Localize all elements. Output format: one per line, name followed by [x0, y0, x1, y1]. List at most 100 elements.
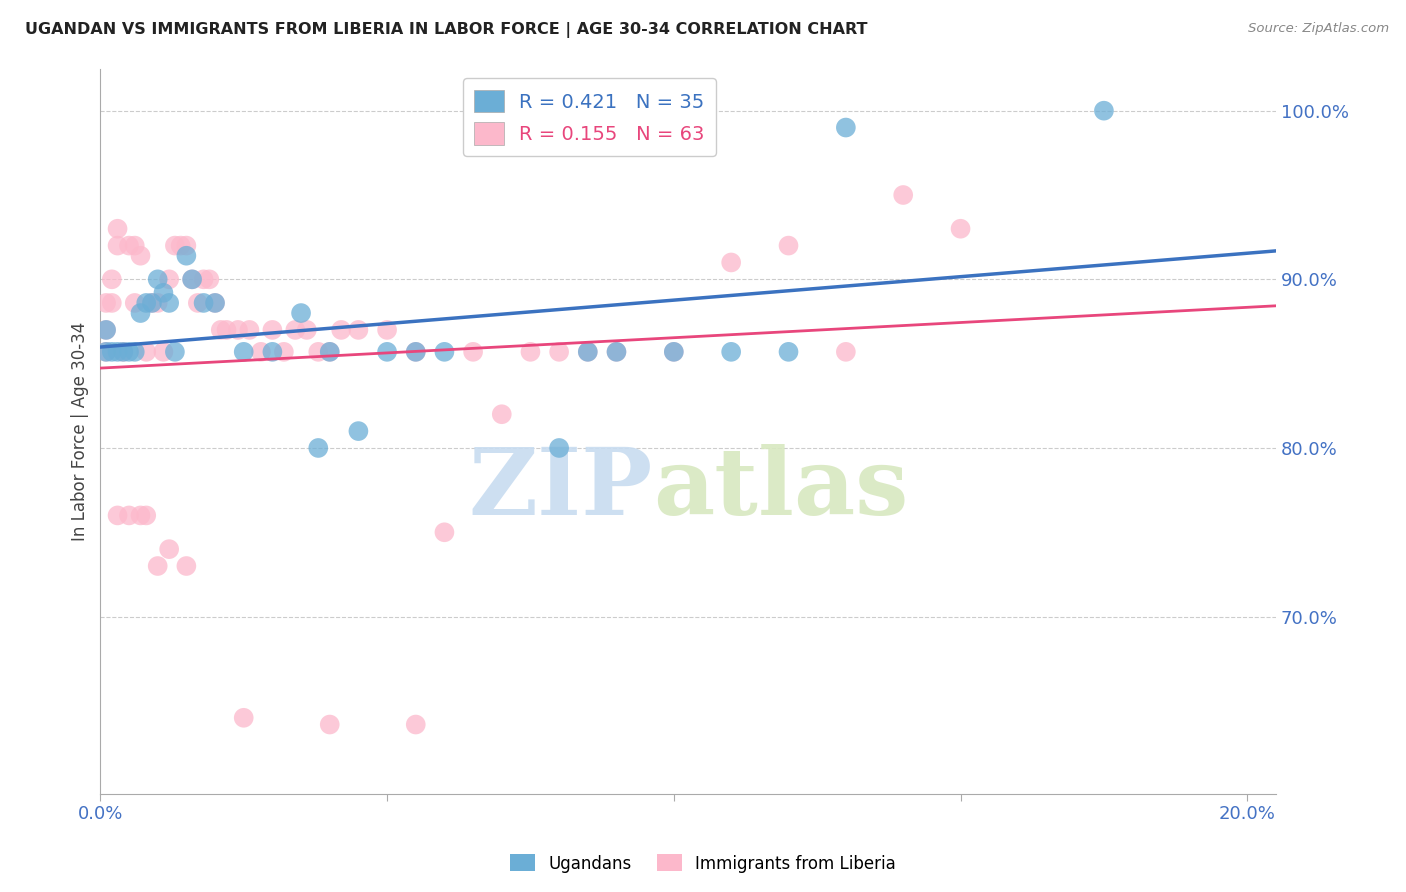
Point	[163, 238, 186, 252]
Point	[176, 238, 198, 252]
Point	[176, 249, 198, 263]
Point	[118, 344, 141, 359]
Point	[204, 296, 226, 310]
Point	[405, 717, 427, 731]
Point	[124, 296, 146, 310]
Point	[433, 525, 456, 540]
Point	[101, 272, 124, 286]
Point	[605, 344, 627, 359]
Point	[107, 221, 129, 235]
Point	[107, 508, 129, 523]
Point	[319, 344, 342, 359]
Point	[215, 323, 238, 337]
Point	[720, 255, 742, 269]
Point	[433, 344, 456, 359]
Legend: R = 0.421   N = 35, R = 0.155   N = 63: R = 0.421 N = 35, R = 0.155 N = 63	[463, 78, 716, 156]
Text: atlas: atlas	[652, 444, 908, 534]
Point	[135, 508, 157, 523]
Point	[176, 559, 198, 574]
Point	[284, 323, 307, 337]
Point	[146, 559, 169, 574]
Point	[662, 344, 685, 359]
Point	[181, 272, 204, 286]
Point	[193, 272, 215, 286]
Point	[94, 296, 117, 310]
Point	[135, 296, 157, 310]
Point	[169, 238, 191, 252]
Point	[290, 306, 312, 320]
Point	[204, 296, 226, 310]
Point	[107, 238, 129, 252]
Point	[519, 344, 541, 359]
Point	[461, 344, 484, 359]
Point	[491, 407, 513, 421]
Point	[307, 344, 329, 359]
Point	[94, 344, 117, 359]
Point	[118, 238, 141, 252]
Point	[307, 441, 329, 455]
Point	[232, 344, 254, 359]
Text: ZIP: ZIP	[468, 444, 652, 534]
Point	[250, 344, 273, 359]
Point	[135, 344, 157, 359]
Point	[124, 344, 146, 359]
Point	[112, 344, 135, 359]
Point	[405, 344, 427, 359]
Point	[548, 441, 571, 455]
Point	[273, 344, 295, 359]
Point	[94, 323, 117, 337]
Point	[891, 188, 914, 202]
Point	[146, 272, 169, 286]
Point	[319, 717, 342, 731]
Point	[94, 323, 117, 337]
Point	[101, 296, 124, 310]
Point	[605, 344, 627, 359]
Point	[576, 344, 599, 359]
Point	[209, 323, 232, 337]
Point	[198, 272, 221, 286]
Point	[129, 306, 152, 320]
Point	[193, 296, 215, 310]
Point	[107, 344, 129, 359]
Point	[778, 344, 800, 359]
Point	[835, 120, 858, 135]
Point	[835, 344, 858, 359]
Point	[141, 296, 163, 310]
Point	[181, 272, 204, 286]
Point	[187, 296, 209, 310]
Text: UGANDAN VS IMMIGRANTS FROM LIBERIA IN LABOR FORCE | AGE 30-34 CORRELATION CHART: UGANDAN VS IMMIGRANTS FROM LIBERIA IN LA…	[25, 22, 868, 38]
Point	[94, 344, 117, 359]
Text: Source: ZipAtlas.com: Source: ZipAtlas.com	[1249, 22, 1389, 36]
Point	[101, 344, 124, 359]
Point	[152, 344, 174, 359]
Point	[295, 323, 318, 337]
Point	[778, 238, 800, 252]
Point	[375, 323, 398, 337]
Point	[576, 344, 599, 359]
Point	[720, 344, 742, 359]
Point	[405, 344, 427, 359]
Point	[319, 344, 342, 359]
Point	[118, 508, 141, 523]
Point	[662, 344, 685, 359]
Point	[157, 272, 180, 286]
Point	[226, 323, 249, 337]
Point	[157, 542, 180, 557]
Point	[152, 285, 174, 300]
Point	[157, 296, 180, 310]
Point	[262, 323, 284, 337]
Point	[129, 249, 152, 263]
Point	[347, 323, 370, 337]
Point	[238, 323, 260, 337]
Point	[548, 344, 571, 359]
Y-axis label: In Labor Force | Age 30-34: In Labor Force | Age 30-34	[72, 321, 89, 541]
Point	[163, 344, 186, 359]
Point	[112, 344, 135, 359]
Point	[375, 344, 398, 359]
Point	[262, 344, 284, 359]
Point	[146, 296, 169, 310]
Point	[129, 508, 152, 523]
Point	[141, 296, 163, 310]
Point	[1092, 103, 1115, 118]
Point	[330, 323, 353, 337]
